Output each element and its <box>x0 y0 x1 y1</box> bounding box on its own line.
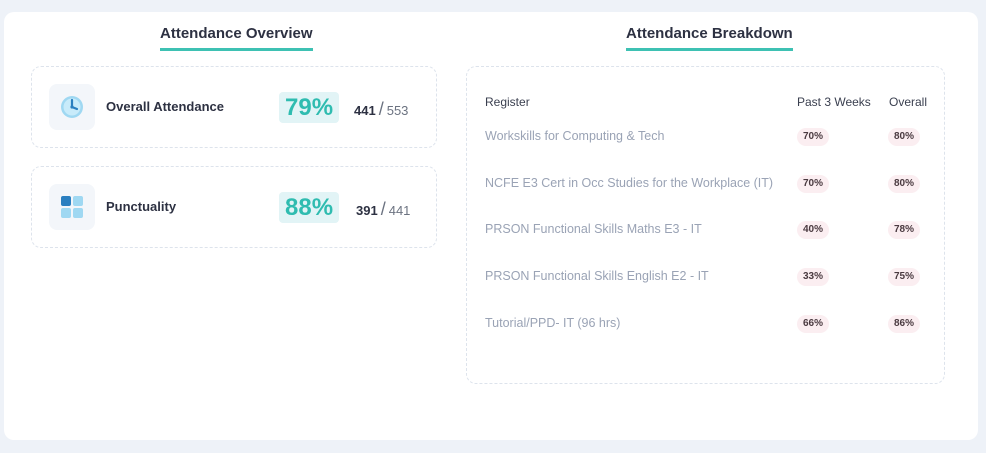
register-name: PRSON Functional Skills Maths E3 - IT <box>485 222 702 236</box>
punctuality-ratio: 391/441 <box>356 199 411 219</box>
past-3-weeks-badge: 66% <box>797 315 830 333</box>
punctuality-label: Punctuality <box>106 199 177 214</box>
attendance-breakdown-title: Attendance Breakdown <box>626 25 793 51</box>
table-row: PRSON Functional Skills Maths E3 - IT 40… <box>467 219 944 243</box>
past-3-weeks-badge: 70% <box>797 175 830 193</box>
table-row: PRSON Functional Skills English E2 - IT … <box>467 266 944 290</box>
clock-icon <box>49 84 95 130</box>
register-name: Tutorial/PPD- IT (96 hrs) <box>485 316 621 330</box>
table-row: Tutorial/PPD- IT (96 hrs) 66% 86% <box>467 313 944 337</box>
past-3-weeks-badge: 40% <box>797 221 830 239</box>
overall-badge: 80% <box>888 128 921 146</box>
overall-badge: 86% <box>888 315 921 333</box>
column-header-past-3-weeks: Past 3 Weeks <box>797 95 871 109</box>
total-count: 553 <box>386 103 409 118</box>
overall-attendance-percent: 79% <box>279 92 340 123</box>
attendance-overview-title: Attendance Overview <box>160 25 313 51</box>
register-name: PRSON Functional Skills English E2 - IT <box>485 269 709 283</box>
attendance-breakdown-table: Register Past 3 Weeks Overall Workskills… <box>466 66 945 384</box>
overall-badge: 78% <box>888 221 921 239</box>
punctuality-card: Punctuality 88% 391/441 <box>31 166 437 248</box>
overall-attendance-card: Overall Attendance 79% 441/553 <box>31 66 437 148</box>
past-3-weeks-badge: 70% <box>797 128 830 146</box>
register-name: Workskills for Computing & Tech <box>485 129 665 143</box>
register-name: NCFE E3 Cert in Occ Studies for the Work… <box>485 176 774 190</box>
overall-attendance-ratio: 441/553 <box>354 99 409 119</box>
punctuality-percent: 88% <box>279 192 340 223</box>
column-header-register: Register <box>485 95 530 109</box>
table-row: Workskills for Computing & Tech 70% 80% <box>467 126 944 150</box>
attendance-card: Attendance Overview Attendance Breakdown… <box>4 12 978 440</box>
table-row: NCFE E3 Cert in Occ Studies for the Work… <box>467 173 944 197</box>
attended-count: 441 <box>354 103 376 118</box>
overall-badge: 80% <box>888 175 921 193</box>
total-count: 441 <box>388 203 411 218</box>
on-time-count: 391 <box>356 203 378 218</box>
grid-icon <box>49 184 95 230</box>
overall-badge: 75% <box>888 268 921 286</box>
past-3-weeks-badge: 33% <box>797 268 830 286</box>
overall-attendance-label: Overall Attendance <box>106 99 225 114</box>
column-header-overall: Overall <box>889 95 928 109</box>
